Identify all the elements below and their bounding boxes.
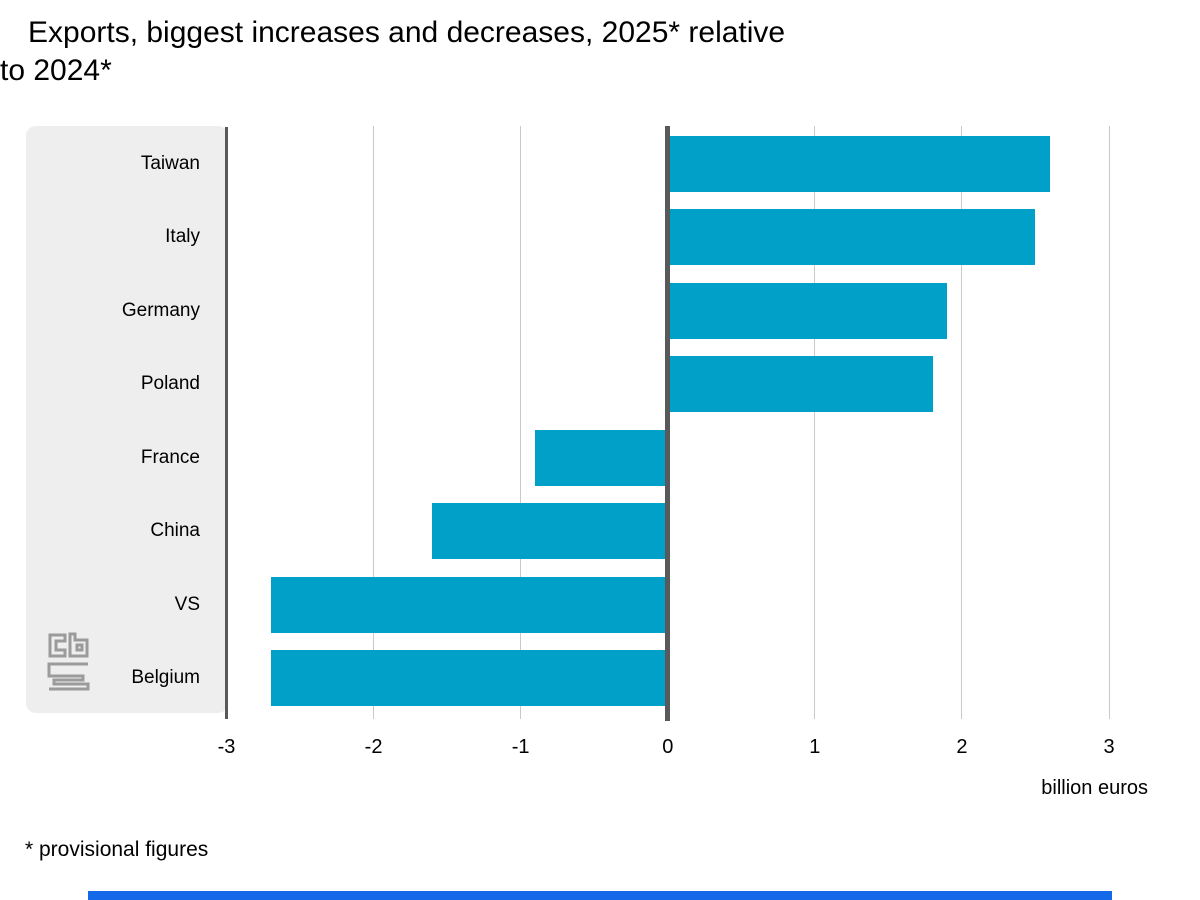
gridline--2 [373, 126, 375, 719]
x-tick-label-2: 2 [956, 736, 968, 758]
cbs-logo-c [48, 633, 67, 658]
x-tick-label-0: 0 [662, 736, 674, 758]
x-tick-label-3: 3 [1103, 736, 1115, 758]
bar-taiwan [670, 135, 1051, 192]
chart-title-line2: to 2024* [0, 54, 112, 87]
gridline--1 [520, 126, 522, 719]
gridline-3 [1108, 126, 1110, 719]
bar-belgium [270, 650, 666, 707]
gridline-1 [814, 126, 816, 719]
zero-line [665, 126, 671, 721]
bar-china [432, 503, 666, 560]
footnote: * provisional figures [25, 838, 209, 861]
x-tick-label--2: -2 [364, 736, 383, 758]
cbs-logo-s [47, 662, 90, 691]
footer-accent-bar [88, 891, 1112, 900]
bar-poland [670, 356, 933, 413]
x-tick-label--3: -3 [217, 736, 236, 758]
bar-vs [270, 576, 666, 633]
bar-italy [670, 209, 1036, 266]
chart-title: Exports, biggest increases and decreases… [0, 14, 1100, 90]
x-tick-label-1: 1 [809, 736, 821, 758]
gridline-2 [961, 126, 963, 719]
bar-germany [670, 282, 948, 339]
cbs-logo [47, 632, 90, 691]
cbs-logo-b [68, 632, 89, 658]
x-tick-label--1: -1 [511, 736, 530, 758]
category-panel [26, 126, 228, 713]
bar-france [535, 429, 666, 486]
x-axis-unit-label: billion euros [1041, 777, 1148, 799]
chart-title-line1: Exports, biggest increases and decreases… [28, 16, 786, 49]
